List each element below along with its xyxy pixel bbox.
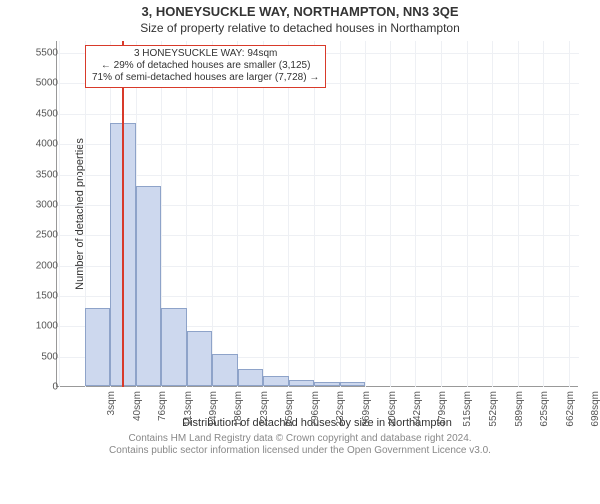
gridline-vertical	[492, 41, 493, 387]
gridline-vertical	[518, 41, 519, 387]
gridline-vertical	[390, 41, 391, 387]
chart-area: Number of detached properties 3 HONEYSUC…	[56, 41, 586, 417]
gridline-vertical	[543, 41, 544, 387]
gridline-vertical	[467, 41, 468, 387]
annotation-line3: 71% of semi-detached houses are larger (…	[92, 72, 319, 84]
y-tick-label: 5000	[18, 78, 58, 89]
footer-line1: Contains HM Land Registry data © Crown c…	[0, 433, 600, 445]
y-tick-label: 3000	[18, 199, 58, 210]
gridline-vertical	[263, 41, 264, 387]
chart-titles: 3, HONEYSUCKLE WAY, NORTHAMPTON, NN3 3QE…	[0, 4, 600, 35]
x-tick-label: 3sqm	[106, 391, 117, 435]
x-tick-label: 332sqm	[335, 391, 346, 435]
x-tick-label: 223sqm	[259, 391, 270, 435]
x-tick-label: 76sqm	[157, 391, 168, 435]
histogram-bar	[187, 331, 212, 386]
x-tick-label: 589sqm	[514, 391, 525, 435]
histogram-bar	[263, 376, 288, 386]
x-tick-label: 406sqm	[387, 391, 398, 435]
gridline-vertical	[415, 41, 416, 387]
x-tick-label: 552sqm	[488, 391, 499, 435]
y-tick-label: 5500	[18, 48, 58, 59]
x-tick-label: 113sqm	[183, 391, 194, 435]
histogram-bar	[314, 382, 339, 386]
x-tick-label: 259sqm	[284, 391, 295, 435]
gridline-vertical	[314, 41, 315, 387]
gridline-vertical	[59, 41, 60, 387]
y-tick-label: 4000	[18, 139, 58, 150]
y-tick-label: 0	[18, 382, 58, 393]
histogram-bar	[340, 382, 365, 386]
histogram-bar	[161, 308, 186, 386]
y-tick-label: 1000	[18, 321, 58, 332]
gridline-vertical	[569, 41, 570, 387]
y-tick-label: 3500	[18, 169, 58, 180]
y-tick-label: 500	[18, 351, 58, 362]
x-tick-label: 662sqm	[565, 391, 576, 435]
histogram-bar	[85, 308, 110, 386]
gridline-vertical	[288, 41, 289, 387]
x-tick-label: 515sqm	[462, 391, 473, 435]
x-tick-label: 625sqm	[539, 391, 550, 435]
x-tick-label: 186sqm	[233, 391, 244, 435]
gridline-vertical	[340, 41, 341, 387]
gridline-vertical	[365, 41, 366, 387]
y-tick-label: 2000	[18, 260, 58, 271]
histogram-bar	[136, 186, 161, 386]
x-tick-label: 149sqm	[208, 391, 219, 435]
y-tick-label: 4500	[18, 108, 58, 119]
x-tick-label: 369sqm	[361, 391, 372, 435]
gridline-vertical	[237, 41, 238, 387]
x-tick-label: 698sqm	[590, 391, 600, 435]
x-tick-label: 479sqm	[437, 391, 448, 435]
title-sub: Size of property relative to detached ho…	[0, 21, 600, 35]
y-tick-label: 2500	[18, 230, 58, 241]
title-main: 3, HONEYSUCKLE WAY, NORTHAMPTON, NN3 3QE	[0, 4, 600, 19]
histogram-bar	[238, 369, 263, 386]
reference-line	[122, 41, 124, 387]
x-tick-label: 40sqm	[132, 391, 143, 435]
gridline-vertical	[441, 41, 442, 387]
footer-line2: Contains public sector information licen…	[0, 445, 600, 457]
plot-region: 3 HONEYSUCKLE WAY: 94sqm ← 29% of detach…	[56, 41, 578, 387]
y-tick-label: 1500	[18, 290, 58, 301]
x-tick-label: 442sqm	[412, 391, 423, 435]
histogram-bar	[289, 380, 314, 386]
footer: Contains HM Land Registry data © Crown c…	[0, 433, 600, 457]
annotation-line2: ← 29% of detached houses are smaller (3,…	[92, 60, 319, 72]
annotation-line1: 3 HONEYSUCKLE WAY: 94sqm	[92, 48, 319, 60]
histogram-bar	[212, 354, 237, 386]
x-tick-label: 296sqm	[310, 391, 321, 435]
annotation-box: 3 HONEYSUCKLE WAY: 94sqm ← 29% of detach…	[85, 45, 326, 88]
gridline-vertical	[212, 41, 213, 387]
